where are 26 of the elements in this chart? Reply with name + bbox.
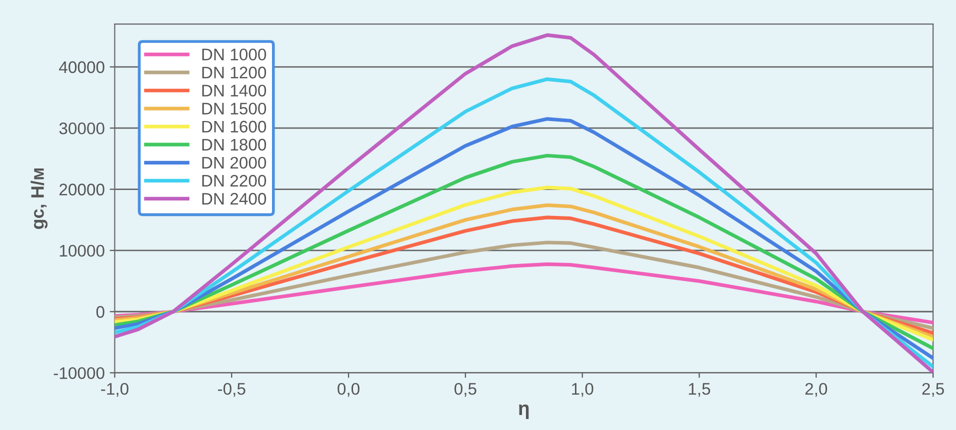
x-tick-label: -0,5 xyxy=(218,382,246,397)
legend-label: DN 2000 xyxy=(202,156,266,169)
y-tick-label: 30000 xyxy=(59,122,104,134)
line-series xyxy=(114,117,934,360)
x-tick-label: 2,0 xyxy=(805,382,828,397)
legend-label: DN 1000 xyxy=(202,48,266,60)
x-tick-label: 1,0 xyxy=(572,382,594,397)
legend-label: DN 1400 xyxy=(202,84,266,96)
legend-label: DN 2400 xyxy=(202,192,266,205)
legend-label: DN 2200 xyxy=(202,174,266,187)
y-tick-label: 10000 xyxy=(60,244,104,257)
y-tick-label: 40000 xyxy=(59,61,104,74)
legend-label: DN 1500 xyxy=(202,102,266,115)
y-tick-label: 20000 xyxy=(59,184,104,196)
x-tick-label: 2,5 xyxy=(922,382,944,397)
y-tick-label: -10000 xyxy=(54,367,104,380)
legend-label: DN 1600 xyxy=(202,120,266,133)
x-tick-label: -1,0 xyxy=(101,382,128,397)
x-tick-label: 0,5 xyxy=(454,382,476,397)
y-tick-label: 0 xyxy=(96,306,104,318)
y-axis-title: gc, Н/м xyxy=(30,168,48,229)
x-tick-label: 1,5 xyxy=(688,383,710,397)
legend-label: DN 1200 xyxy=(202,66,266,78)
x-tick-label: 0,0 xyxy=(338,382,360,397)
x-axis-title: η xyxy=(518,404,529,419)
legend-label: DN 1800 xyxy=(202,138,266,151)
